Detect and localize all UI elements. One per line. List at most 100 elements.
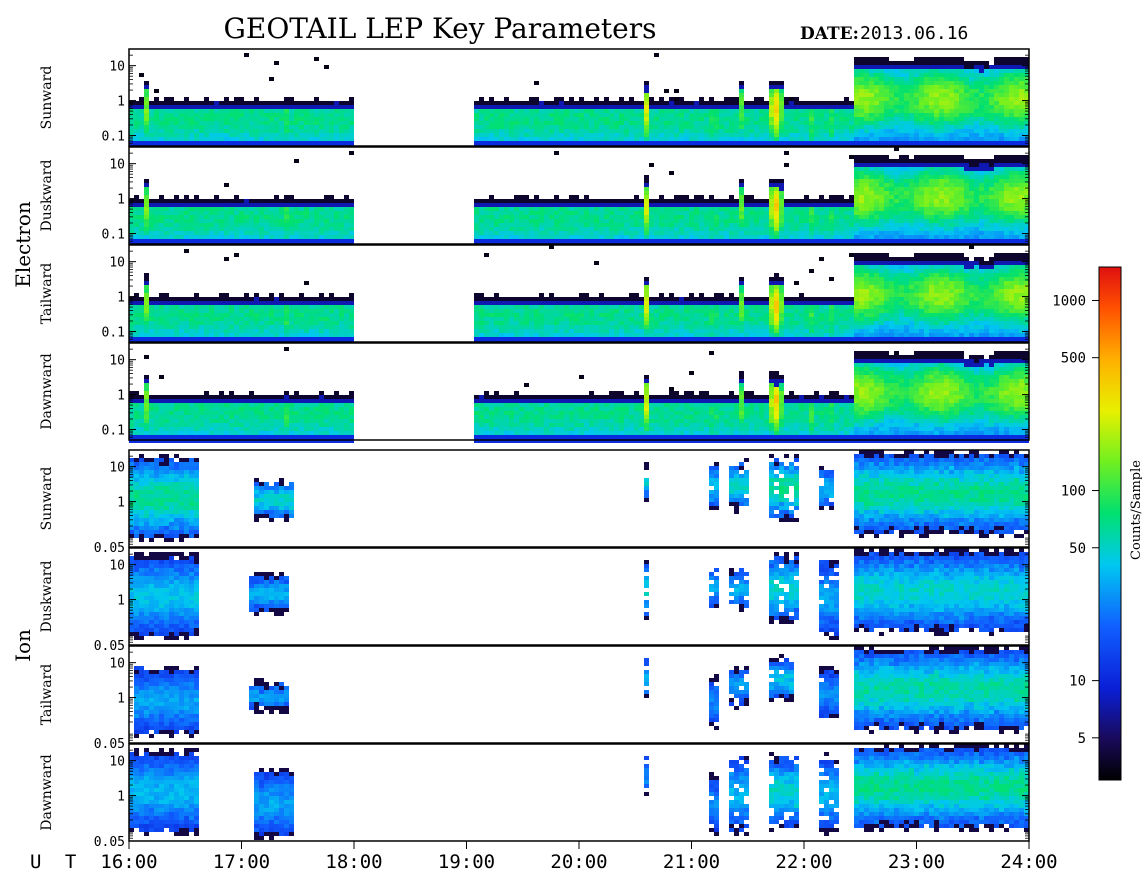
spectrogram-cell	[604, 117, 609, 121]
spectrogram-cell	[1014, 187, 1019, 191]
spectrogram-cell	[889, 85, 894, 89]
spectrogram-cell	[209, 113, 214, 117]
spectrogram-cell	[774, 211, 779, 215]
spectrogram-cell	[629, 223, 634, 227]
spectrogram-cell	[1024, 227, 1029, 231]
spectrogram-cell	[479, 207, 484, 211]
spectrogram-cell	[994, 141, 999, 145]
spectrogram-cell	[489, 195, 494, 199]
spectrogram-cell	[189, 125, 194, 129]
spectrogram-cell	[859, 219, 864, 223]
spectrogram-cell	[709, 117, 714, 121]
spectrogram-cell	[334, 121, 339, 125]
spectrogram-cell	[934, 57, 939, 61]
spectrogram-cell	[684, 235, 689, 239]
spectrogram-cell	[284, 199, 289, 203]
spectrogram-cell	[499, 105, 504, 109]
spectrogram-cell	[349, 121, 354, 125]
spectrogram-cell	[934, 125, 939, 129]
spectrogram-cell	[984, 121, 989, 125]
spectrogram-cell	[349, 211, 354, 215]
spectrogram-cell	[219, 133, 224, 137]
spectrogram-cell	[529, 223, 534, 227]
spectrogram-cell	[554, 97, 559, 101]
spectrogram-cell	[229, 231, 234, 235]
spectrogram-cell	[984, 191, 989, 195]
spectrogram-cell	[909, 85, 914, 89]
spectrogram-cell	[869, 133, 874, 137]
spectrogram-cell	[274, 125, 279, 129]
spectrogram-cell	[864, 183, 869, 187]
spectrogram-cell	[174, 125, 179, 129]
spectrogram-cell	[729, 121, 734, 125]
spectrogram-cell	[289, 239, 294, 243]
spectrogram-cell	[594, 109, 599, 113]
spectrogram-cell	[794, 109, 799, 113]
spectrogram-cell	[544, 215, 549, 219]
spectrogram-cell	[784, 151, 789, 155]
spectrogram-cell	[499, 211, 504, 215]
spectrogram-cell	[804, 239, 809, 243]
spectrogram-cell	[919, 231, 924, 235]
spectrogram-cell	[874, 65, 879, 69]
spectrogram-cell	[249, 215, 254, 219]
spectrogram-cell	[259, 235, 264, 239]
spectrogram-cell	[199, 141, 204, 145]
spectrogram-cell	[829, 129, 834, 133]
spectrogram-cell	[999, 215, 1004, 219]
spectrogram-cell	[734, 219, 739, 223]
spectrogram-cell	[919, 163, 924, 167]
spectrogram-cell	[879, 155, 884, 159]
spectrogram-cell	[319, 121, 324, 125]
spectrogram-cell	[189, 219, 194, 223]
spectrogram-cell	[784, 199, 789, 203]
spectrogram-cell	[474, 223, 479, 227]
spectrogram-cell	[819, 129, 824, 133]
spectrogram-cell	[154, 141, 159, 145]
spectrogram-cell	[944, 97, 949, 101]
spectrogram-cell	[604, 109, 609, 113]
spectrogram-cell	[709, 219, 714, 223]
spectrogram-cell	[879, 227, 884, 231]
spectrogram-cell	[474, 137, 479, 141]
spectrogram-cell	[999, 159, 1004, 163]
spectrogram-cell	[534, 215, 539, 219]
spectrogram-cell	[794, 101, 799, 105]
spectrogram-cell	[689, 215, 694, 219]
spectrogram-cell	[324, 101, 329, 105]
spectrogram-cell	[634, 105, 639, 109]
spectrogram-cell	[134, 297, 139, 301]
spectrogram-cell	[259, 125, 264, 129]
spectrogram-cell	[634, 141, 639, 145]
spectrogram-cell	[819, 121, 824, 125]
spectrogram-cell	[174, 211, 179, 215]
spectrogram-cell	[739, 231, 744, 235]
spectrogram-cell	[829, 105, 834, 109]
spectrogram-cell	[949, 117, 954, 121]
spectrogram-cell	[599, 113, 604, 117]
spectrogram-cell	[179, 329, 184, 333]
spectrogram-cell	[749, 223, 754, 227]
spectrogram-cell	[184, 223, 189, 227]
spectrogram-cell	[864, 73, 869, 77]
spectrogram-cell	[249, 109, 254, 113]
spectrogram-cell	[679, 227, 684, 231]
spectrogram-cell	[874, 105, 879, 109]
spectrogram-cell	[234, 239, 239, 243]
spectrogram-cell	[819, 199, 824, 203]
spectrogram-cell	[674, 141, 679, 145]
spectrogram-cell	[964, 141, 969, 145]
spectrogram-cell	[189, 239, 194, 243]
spectrogram-cell	[144, 105, 149, 109]
spectrogram-cell	[854, 57, 859, 61]
spectrogram-cell	[874, 219, 879, 223]
spectrogram-cell	[609, 105, 614, 109]
spectrogram-cell	[559, 239, 564, 243]
spectrogram-cell	[289, 101, 294, 105]
spectrogram-cell	[989, 203, 994, 207]
spectrogram-cell	[819, 133, 824, 137]
spectrogram-cell	[1014, 179, 1019, 183]
spectrogram-cell	[139, 337, 144, 341]
spectrogram-cell	[694, 219, 699, 223]
spectrogram-cell	[934, 77, 939, 81]
